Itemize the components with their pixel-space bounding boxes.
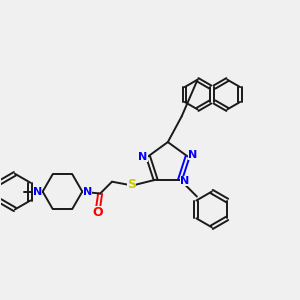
Text: N: N bbox=[82, 187, 92, 196]
Text: N: N bbox=[188, 151, 197, 160]
Text: N: N bbox=[139, 152, 148, 162]
Text: N: N bbox=[33, 187, 42, 196]
Text: N: N bbox=[180, 176, 190, 186]
Text: S: S bbox=[127, 178, 136, 191]
Text: O: O bbox=[93, 206, 104, 219]
